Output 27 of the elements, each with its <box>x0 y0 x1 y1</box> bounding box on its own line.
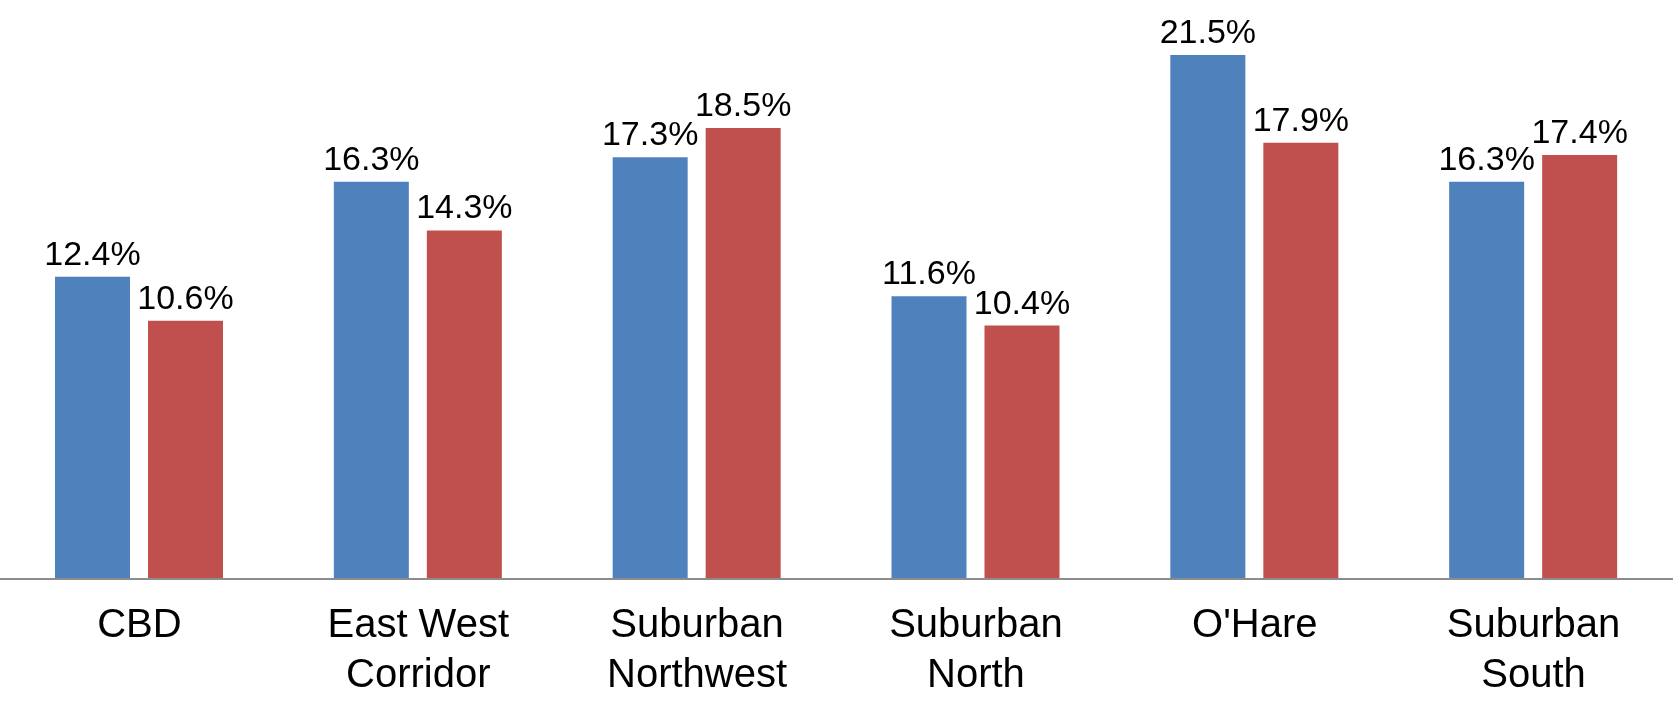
data-label: 12.4% <box>44 233 141 272</box>
x-tick-label: Suburban South <box>1446 601 1621 695</box>
bar <box>55 276 130 579</box>
bar <box>148 320 223 579</box>
data-label: 16.3% <box>323 138 420 177</box>
bar <box>891 296 967 579</box>
data-label: 10.6% <box>137 277 234 316</box>
x-tick-label: East West Corridor <box>327 601 510 695</box>
data-label: 18.5% <box>694 85 792 124</box>
data-label: 14.3% <box>416 187 513 226</box>
x-tick-label: O'Hare <box>1192 601 1318 645</box>
bar <box>1263 142 1339 579</box>
bar <box>1542 154 1618 579</box>
bar <box>984 325 1060 579</box>
data-label: 17.9% <box>1252 99 1350 138</box>
bar <box>426 230 502 579</box>
data-label: 10.4% <box>973 282 1071 321</box>
x-tick-label: Suburban North <box>889 601 1063 695</box>
bar <box>705 128 781 579</box>
x-tick-label: Suburban Northwest <box>607 601 788 695</box>
bar <box>1449 181 1525 579</box>
data-label: 21.5% <box>1159 12 1257 50</box>
bar <box>612 157 688 579</box>
data-label: 11.6% <box>882 253 976 292</box>
bar <box>1170 55 1246 579</box>
x-tick-label: CBD <box>97 601 182 645</box>
bar <box>333 181 409 579</box>
